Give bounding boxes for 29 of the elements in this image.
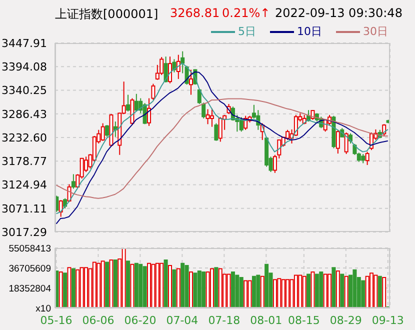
x-tick-label: 09-13 (372, 314, 404, 327)
x-tick-label: 05-16 (40, 314, 72, 327)
x-tick-label: 06-06 (82, 314, 114, 327)
y-tick-label: 36705609 (8, 263, 51, 274)
text: 2022-09-13 09:30:48 (275, 6, 402, 20)
x-tick-label: 07-04 (166, 314, 198, 327)
y-tick-label: 55058413 (8, 243, 51, 254)
y-tick-label: 3286.43 (2, 108, 47, 121)
y-tick-label: 3447.91 (2, 36, 47, 50)
y-tick-label: 18352804 (8, 283, 51, 294)
text: 0.21%↑ (222, 6, 270, 20)
y-tick-label: x10 (36, 303, 51, 314)
x-tick-label: 08-15 (288, 314, 320, 327)
y-tick-label: 3124.94 (2, 178, 47, 192)
text: 3268.81 (170, 6, 220, 20)
y-tick-label: 3394.08 (2, 60, 47, 74)
legend-label: 30日 (363, 24, 388, 39)
y-tick-label: 3340.25 (2, 84, 47, 98)
y-tick-label: 3071.11 (2, 202, 47, 216)
x-tick-label: 08-01 (250, 314, 282, 327)
legend-label: 10日 (297, 24, 322, 39)
x-tick-label: 06-20 (124, 314, 156, 327)
legend-label: 5日 (238, 24, 256, 39)
chart-title: 上证指数[000001] (55, 6, 158, 23)
y-tick-label: 3232.60 (2, 131, 47, 144)
y-tick-label: 3178.77 (2, 155, 47, 168)
x-tick-label: 08-29 (330, 314, 362, 327)
x-tick-label: 07-18 (208, 314, 240, 327)
y-tick-label: 3017.29 (2, 226, 47, 239)
